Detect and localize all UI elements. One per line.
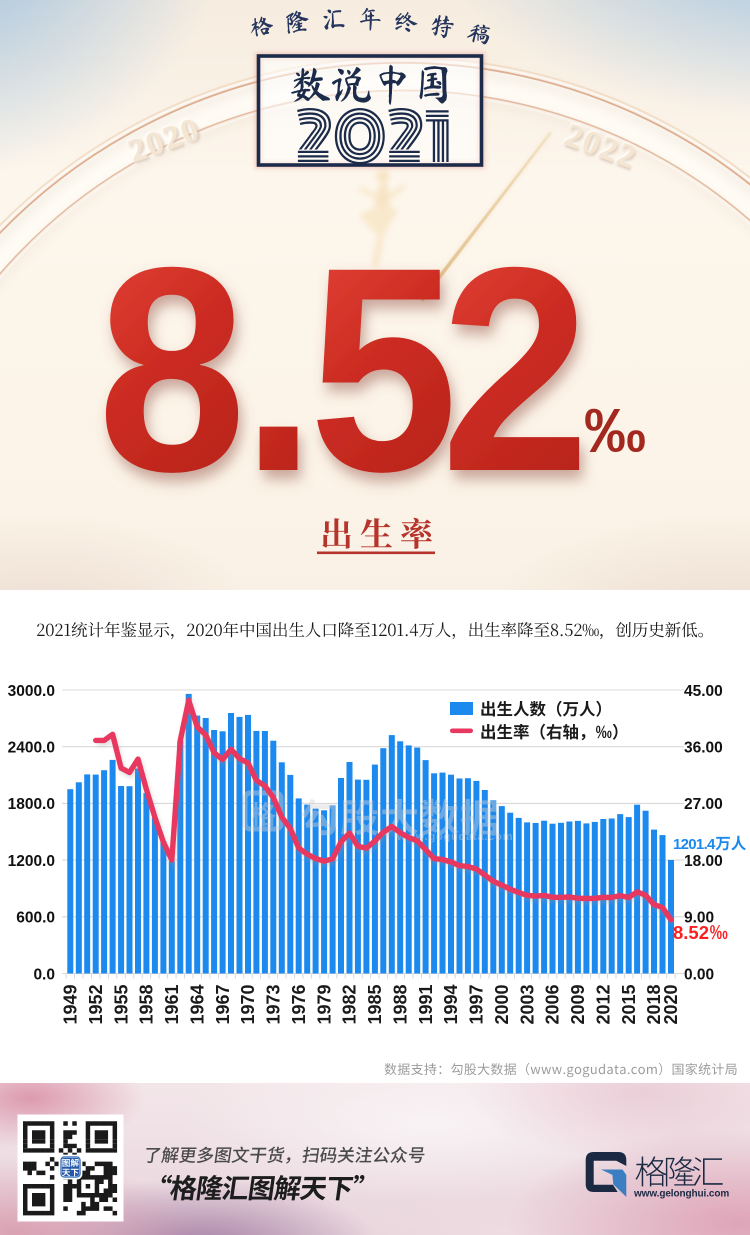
svg-text:1982: 1982 bbox=[340, 984, 360, 1024]
svg-text:2020: 2020 bbox=[661, 984, 681, 1024]
svg-text:1201.4: 1201.4 bbox=[673, 836, 716, 853]
svg-text:1976: 1976 bbox=[289, 984, 309, 1024]
svg-text:9.00: 9.00 bbox=[684, 910, 714, 927]
svg-text:1961: 1961 bbox=[162, 984, 182, 1024]
svg-text:.: . bbox=[242, 208, 316, 533]
svg-text:1970: 1970 bbox=[238, 984, 258, 1024]
svg-text:600.0: 600.0 bbox=[16, 910, 55, 927]
svg-text:2018: 2018 bbox=[644, 984, 664, 1024]
svg-text:27.00: 27.00 bbox=[684, 796, 723, 813]
svg-text:36.00: 36.00 bbox=[684, 740, 723, 757]
svg-text:1979: 1979 bbox=[314, 984, 334, 1024]
svg-text:2003: 2003 bbox=[517, 984, 537, 1024]
svg-text:‰: ‰ bbox=[584, 397, 646, 466]
svg-text:2: 2 bbox=[441, 208, 590, 533]
svg-text:www.gelonghui.com: www.gelonghui.com bbox=[633, 1189, 729, 1200]
svg-text:18.00: 18.00 bbox=[684, 853, 723, 870]
svg-text:2006: 2006 bbox=[543, 984, 563, 1024]
svg-text:1800.0: 1800.0 bbox=[8, 796, 55, 813]
svg-text:1955: 1955 bbox=[111, 984, 131, 1024]
svg-text:2012: 2012 bbox=[594, 984, 614, 1024]
svg-text:0.0: 0.0 bbox=[33, 966, 55, 983]
svg-text:8.52: 8.52 bbox=[673, 922, 709, 943]
svg-text:45.00: 45.00 bbox=[684, 683, 723, 700]
svg-text:1964: 1964 bbox=[187, 984, 207, 1024]
svg-text:www.gogudata.com: www.gogudata.com bbox=[396, 831, 513, 843]
svg-text:8: 8 bbox=[97, 208, 246, 533]
svg-text:2009: 2009 bbox=[568, 984, 588, 1024]
svg-text:1997: 1997 bbox=[467, 984, 487, 1024]
svg-text:5: 5 bbox=[309, 208, 458, 533]
svg-text:3000.0: 3000.0 bbox=[8, 683, 55, 700]
svg-text:1967: 1967 bbox=[213, 984, 233, 1024]
svg-text:1994: 1994 bbox=[441, 984, 461, 1024]
svg-text:2400.0: 2400.0 bbox=[8, 740, 55, 757]
svg-text:1949: 1949 bbox=[61, 984, 81, 1024]
svg-text:2000: 2000 bbox=[492, 984, 512, 1024]
svg-text:2015: 2015 bbox=[619, 984, 639, 1024]
svg-text:1200.0: 1200.0 bbox=[8, 853, 55, 870]
svg-text:1958: 1958 bbox=[137, 984, 157, 1024]
svg-text:0.00: 0.00 bbox=[684, 966, 714, 983]
svg-text:1952: 1952 bbox=[86, 984, 106, 1024]
svg-text:1973: 1973 bbox=[264, 984, 284, 1024]
svg-text:1991: 1991 bbox=[416, 984, 436, 1024]
svg-text:1988: 1988 bbox=[390, 984, 410, 1024]
svg-text:1985: 1985 bbox=[365, 984, 385, 1024]
